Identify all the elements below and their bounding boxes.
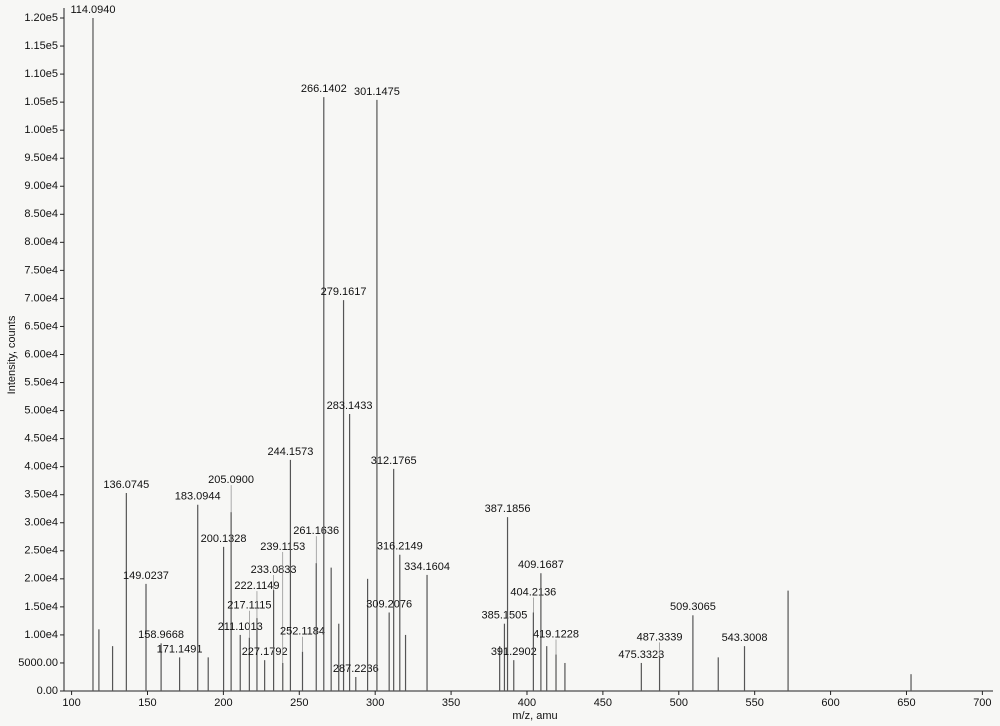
y-tick-label: 8.50e4	[24, 208, 58, 220]
y-tick-label: 4.00e4	[24, 461, 58, 473]
peak-label: 309.2076	[366, 598, 412, 610]
peak-label: 312.1765	[371, 455, 417, 467]
x-tick-label: 250	[290, 697, 308, 709]
y-tick-label: 9.00e4	[24, 180, 58, 192]
y-tick-label: 7.00e4	[24, 292, 58, 304]
peak-label: 279.1617	[321, 286, 367, 298]
peak-label: 227.1792	[242, 646, 288, 658]
x-tick-label: 300	[366, 697, 384, 709]
x-tick-label: 150	[138, 697, 156, 709]
y-tick-label: 1.05e5	[24, 96, 58, 108]
peak-label: 266.1402	[301, 83, 347, 95]
y-tick-label: 6.00e4	[24, 348, 58, 360]
x-tick-label: 500	[670, 697, 688, 709]
y-tick-label: 1.50e4	[24, 601, 58, 613]
peak-label: 283.1433	[327, 400, 373, 412]
y-tick-label: 9.50e4	[24, 152, 58, 164]
x-tick-label: 350	[442, 697, 460, 709]
peak-label: 419.1228	[533, 628, 579, 640]
y-tick-label: 5.00e4	[24, 404, 58, 416]
peak-label: 404.2136	[510, 586, 556, 598]
peak-label: 183.0944	[175, 491, 221, 503]
peak-label: 239.1153	[260, 541, 305, 553]
peak-label: 509.3065	[670, 601, 716, 613]
peak-label: 252.1184	[280, 626, 325, 638]
peak-label: 334.1604	[404, 561, 450, 573]
y-tick-label: 2.50e4	[24, 545, 58, 557]
y-tick-label: 1.15e5	[24, 40, 58, 52]
peak-label: 316.2149	[377, 541, 423, 553]
y-tick-label: 1.00e4	[24, 629, 58, 641]
peak-label: 391.2902	[491, 646, 537, 658]
peak-label: 171.1491	[157, 643, 203, 655]
x-tick-label: 200	[214, 697, 232, 709]
x-tick-label: 700	[973, 697, 991, 709]
y-tick-label: 2.00e4	[24, 573, 58, 585]
y-tick-label: 1.20e5	[24, 12, 58, 24]
x-tick-label: 650	[897, 697, 915, 709]
peak-label: 136.0745	[103, 479, 149, 491]
y-tick-label: 7.50e4	[24, 264, 58, 276]
x-tick-label: 600	[821, 697, 839, 709]
peak-label: 211.1013	[218, 621, 263, 633]
peak-label: 233.0833	[251, 564, 297, 576]
peak-label: 409.1687	[518, 559, 564, 571]
peak-label: 200.1328	[201, 533, 247, 545]
y-tick-label: 5.50e4	[24, 376, 58, 388]
peak-label: 158.9668	[138, 629, 184, 641]
y-tick-label: 5000.00	[18, 657, 58, 669]
x-tick-label: 450	[594, 697, 612, 709]
peak-label: 301.1475	[354, 86, 400, 98]
peak-label: 543.3008	[722, 632, 768, 644]
y-tick-label: 3.00e4	[24, 517, 58, 529]
y-tick-label: 3.50e4	[24, 489, 58, 501]
x-tick-label: 550	[745, 697, 763, 709]
y-axis-title: Intensity, counts	[6, 315, 18, 394]
x-axis-title: m/z, amu	[512, 710, 557, 722]
peak-label: 149.0237	[123, 570, 169, 582]
peak-label: 114.0940	[70, 4, 115, 16]
peak-label: 205.0900	[208, 474, 254, 486]
peak-label: 475.3323	[618, 649, 664, 661]
peak-label: 287.2236	[333, 663, 379, 675]
y-tick-label: 0.00	[37, 685, 58, 697]
peak-label: 222.1149	[234, 580, 279, 592]
peak-label: 244.1573	[267, 446, 313, 458]
x-tick-label: 100	[62, 697, 80, 709]
peak-label: 487.3339	[637, 631, 683, 643]
peak-label: 385.1505	[481, 610, 527, 622]
y-tick-label: 6.50e4	[24, 320, 58, 332]
peak-label: 387.1856	[485, 503, 531, 515]
y-tick-label: 1.10e5	[24, 68, 58, 80]
y-tick-label: 4.50e4	[24, 433, 58, 445]
x-tick-label: 400	[518, 697, 536, 709]
peak-label: 217.1115	[227, 600, 271, 612]
y-tick-label: 1.00e5	[24, 124, 58, 136]
peak-label: 261.1636	[293, 525, 339, 537]
y-tick-label: 8.00e4	[24, 236, 58, 248]
